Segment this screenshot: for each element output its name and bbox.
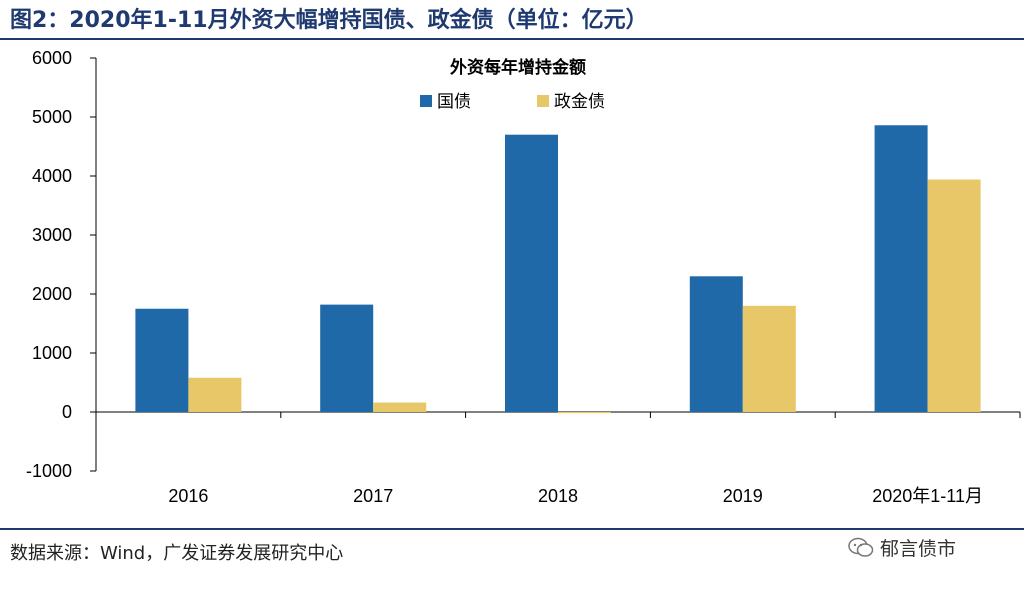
bar-chart: -1000 0 1000 2000 3000 4000 5000 6000 2016 2017 20… (26, 48, 1021, 506)
y-tick-label: 2000 (32, 284, 72, 304)
chart-legend: 国债 政金债 (420, 92, 605, 112)
chat-bubble-icon (848, 537, 874, 557)
x-tick-label: 2018 (538, 486, 578, 506)
y-tick-label: 4000 (32, 166, 72, 186)
bar-series-1 (874, 125, 928, 412)
bar-series-2 (742, 305, 796, 412)
bar-series-2 (188, 377, 242, 412)
figure-title: 图2：2020年1-11月外资大幅增持国债、政金债（单位：亿元） (10, 8, 648, 33)
watermark: 郁言债市 (848, 534, 956, 561)
bar-series-1 (320, 304, 374, 412)
legend-swatch (420, 95, 432, 107)
legend-label: 国债 (437, 92, 471, 112)
legend-label: 政金债 (554, 92, 605, 112)
bar-series-2 (373, 402, 427, 412)
y-tick-label: 5000 (32, 107, 72, 127)
y-tick-label: 6000 (32, 48, 72, 68)
bar-series-1 (689, 276, 743, 412)
bar-series-1 (505, 134, 558, 412)
y-tick-label: 0 (62, 402, 72, 422)
y-tick-label: -1000 (26, 461, 72, 481)
x-tick-label: 2017 (353, 486, 393, 506)
watermark-text: 郁言债市 (880, 538, 957, 560)
bar-series-2 (927, 179, 981, 412)
chart-title: 外资每年增持金额 (450, 57, 586, 78)
bottom-rule (0, 528, 1024, 530)
x-tick-label: 2016 (168, 486, 208, 506)
x-tick-label: 2020年1-11月 (872, 486, 983, 506)
y-tick-label: 1000 (32, 343, 72, 363)
chart-bars (135, 125, 981, 414)
y-tick-label: 3000 (32, 225, 72, 245)
chart-labels: -1000 0 1000 2000 3000 4000 5000 6000 2016 2017 20… (26, 48, 983, 506)
source-note: 数据来源：Wind，广发证券发展研究中心 (10, 543, 344, 564)
x-tick-label: 2019 (723, 486, 763, 506)
legend-swatch (537, 95, 549, 107)
top-rule (0, 38, 1024, 40)
bar-series-2 (558, 412, 611, 414)
bar-series-1 (135, 308, 189, 412)
